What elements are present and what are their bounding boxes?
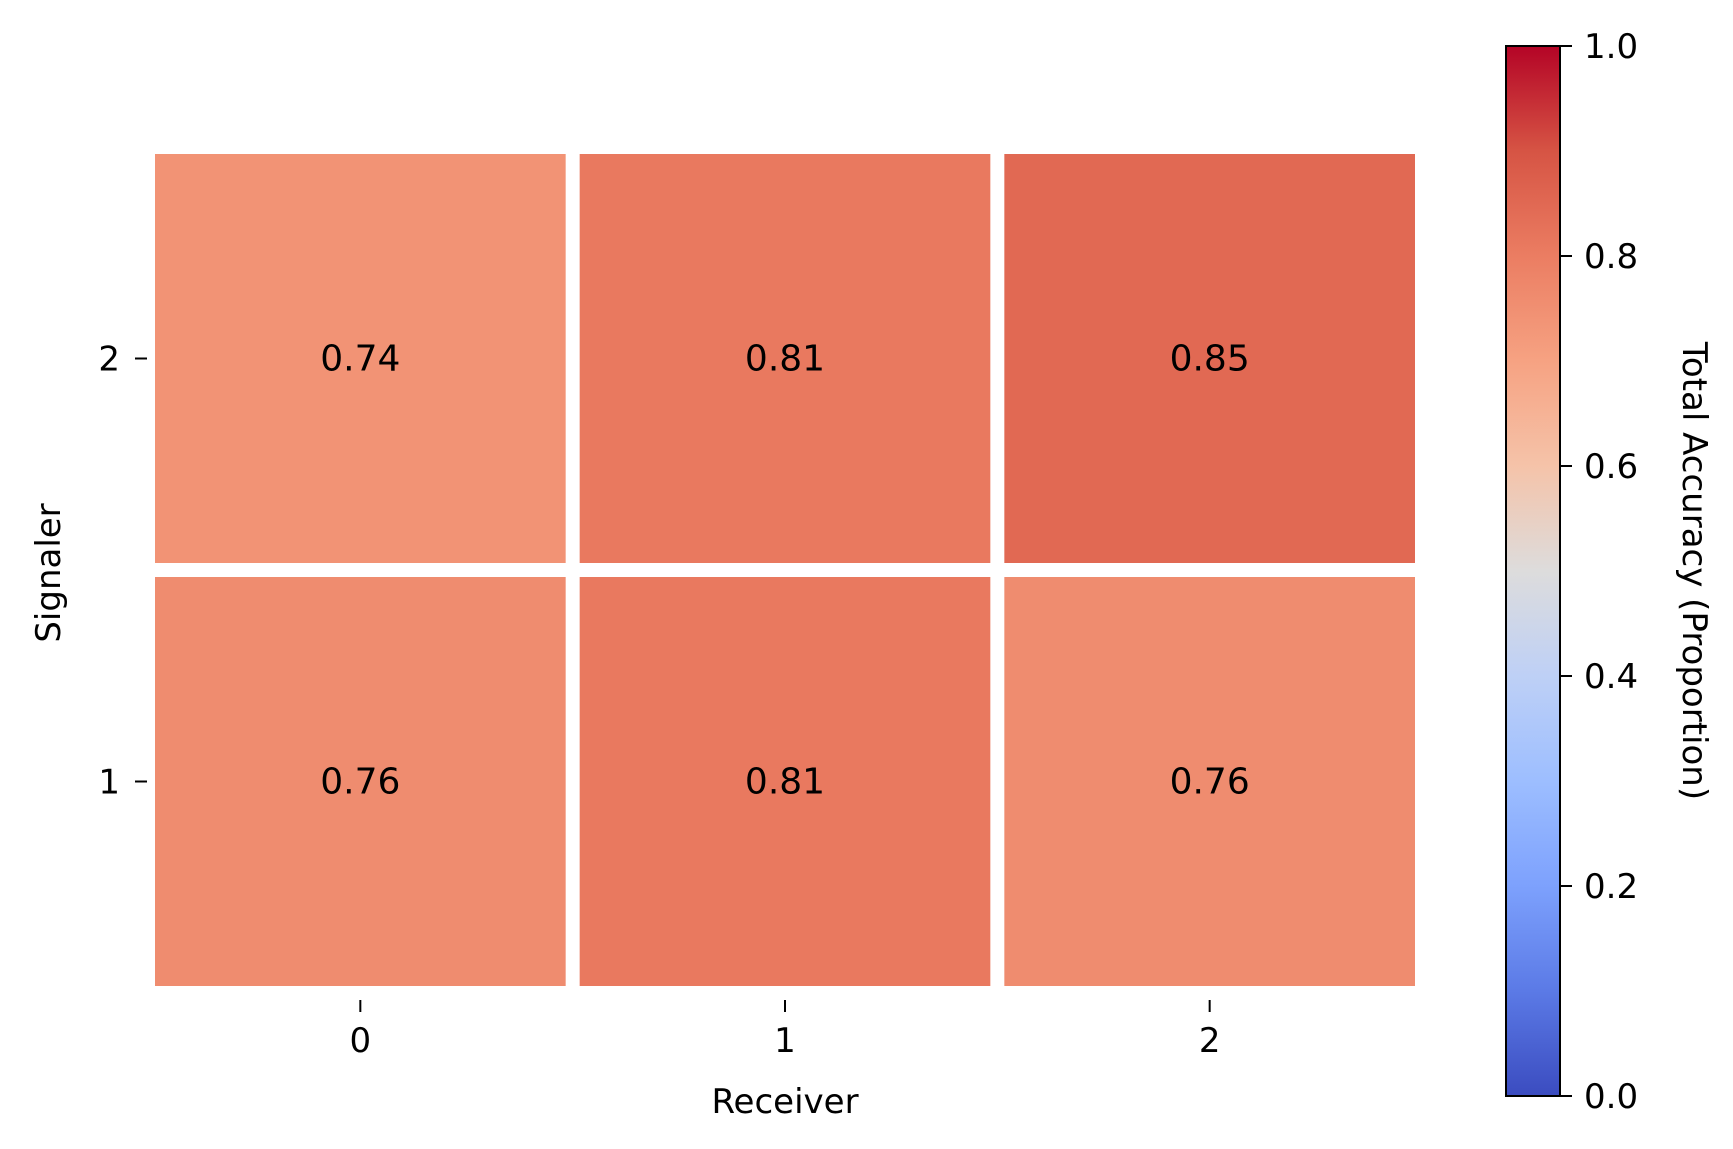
y-axis-title: Signaler xyxy=(29,503,69,642)
colorbar: 0.0 0.2 0.4 0.6 0.8 1.0 Total Accuracy (Propo… xyxy=(1505,27,1714,1117)
cell-value-label: 0.81 xyxy=(745,762,825,803)
x-axis-title: Receiver xyxy=(711,1082,858,1122)
y-tick-label: 2 xyxy=(98,340,120,380)
heatmap-cell-labels: 0.74 0.81 0.85 0.76 0.81 0.76 xyxy=(320,339,1249,803)
heatmap-cell-r2-c2 xyxy=(1004,154,1415,563)
x-axis: 0 1 2 xyxy=(350,1000,1221,1061)
x-tick-label: 1 xyxy=(774,1021,796,1061)
cell-value-label: 0.81 xyxy=(745,339,825,380)
colorbar-tick-label: 0.8 xyxy=(1584,237,1638,277)
x-tick-label: 0 xyxy=(350,1021,372,1061)
cell-value-label: 0.85 xyxy=(1170,339,1250,380)
x-tick-label: 2 xyxy=(1199,1021,1221,1061)
heatmap-cell-r1-c0 xyxy=(155,577,566,986)
colorbar-tick-label: 0.2 xyxy=(1584,867,1638,907)
y-tick-label: 1 xyxy=(98,763,120,803)
colorbar-tick-label: 1.0 xyxy=(1584,27,1638,67)
colorbar-ticks: 0.0 0.2 0.4 0.6 0.8 1.0 xyxy=(1560,27,1638,1117)
heatmap-cells xyxy=(155,154,1415,986)
colorbar-tick-label: 0.0 xyxy=(1584,1077,1638,1117)
heatmap-cell-r1-c2 xyxy=(1004,577,1415,986)
colorbar-tick-label: 0.6 xyxy=(1584,447,1638,487)
heatmap-cell-r2-c0 xyxy=(155,154,566,563)
cell-value-label: 0.76 xyxy=(320,762,400,803)
colorbar-tick-label: 0.4 xyxy=(1584,657,1638,697)
colorbar-title: Total Accuracy (Proportion) xyxy=(1674,341,1714,800)
cell-value-label: 0.74 xyxy=(320,339,400,380)
heatmap-cell-r2-c1 xyxy=(579,154,991,563)
colorbar-gradient xyxy=(1505,45,1561,1097)
cell-value-label: 0.76 xyxy=(1170,762,1250,803)
y-axis: 21 xyxy=(98,340,147,803)
heatmap-cell-r1-c1 xyxy=(579,577,991,986)
